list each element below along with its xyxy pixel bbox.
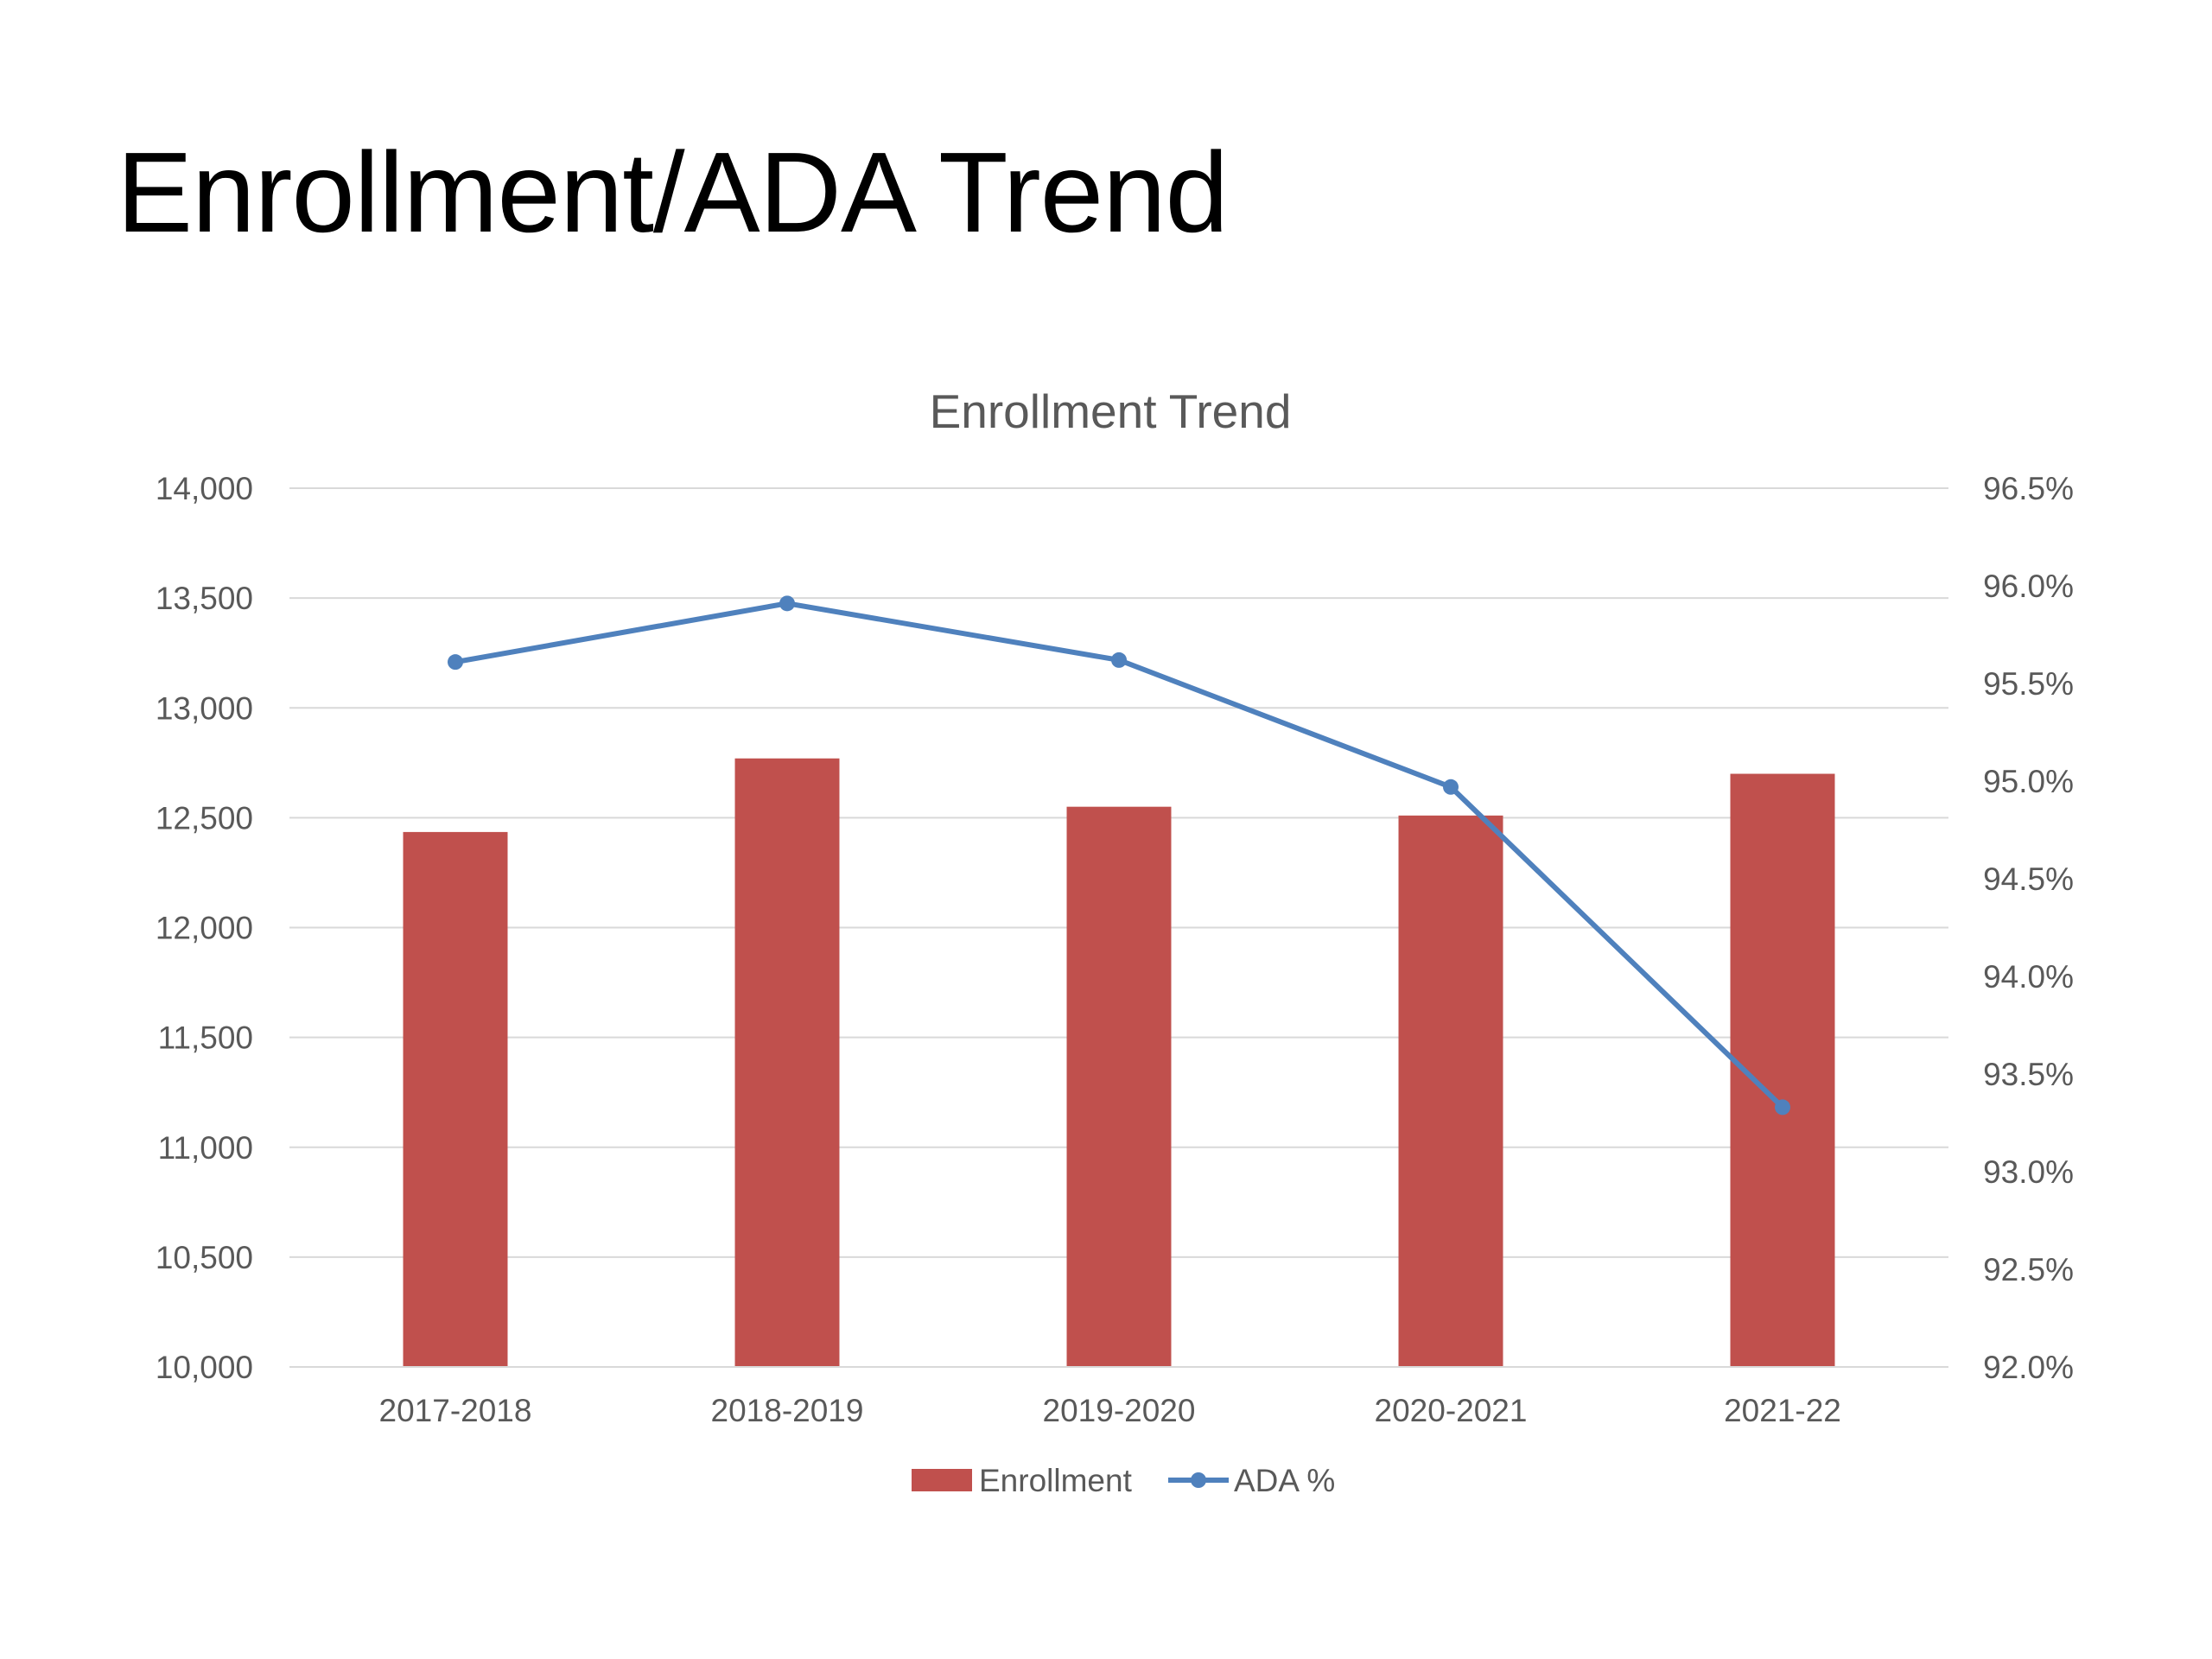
right-tick-label: 96.0% [1983,569,2074,604]
ada-marker [1111,652,1127,668]
left-tick-label: 14,000 [156,471,253,506]
legend: Enrollment ADA % [912,1463,1335,1498]
right-tick-label: 94.0% [1983,959,2074,995]
left-tick-label: 13,500 [156,581,253,616]
left-tick-label: 11,500 [158,1020,253,1056]
right-tick-label: 95.0% [1983,764,2074,799]
enrollment-bar [403,831,508,1367]
ada-marker [779,595,795,612]
enrollment-bar [1066,806,1172,1367]
right-tick-label: 92.5% [1983,1252,2074,1287]
left-tick-label: 10,500 [156,1240,253,1275]
enrollment-bars [403,758,1835,1367]
chart-title: Enrollment Trend [930,385,1292,438]
x-tick-label: 2021-22 [1724,1393,1841,1428]
right-axis-labels: 92.0% 92.5% 93.0% 93.5% 94.0% 94.5% 95.0% 95.5%… [1983,471,2074,1385]
slide-title: Enrollment/ADA Trend [117,129,1229,256]
left-tick-label: 11,000 [158,1130,253,1166]
left-axis-labels: 10,000 10,500 11,000 11,500 12,000 12,500 13,0… [156,471,253,1385]
legend-ada-marker [1191,1472,1206,1488]
enrollment-bar [734,758,840,1367]
ada-marker [448,654,463,671]
right-tick-label: 95.5% [1983,666,2074,702]
legend-enrollment-label: Enrollment [979,1463,1133,1498]
x-axis-labels: 2017-2018 2018-2019 2019-2020 2020-2021 2021… [289,1366,1948,1428]
right-tick-label: 93.5% [1983,1057,2074,1092]
ada-line [448,595,1790,1116]
right-tick-label: 93.0% [1983,1154,2074,1190]
legend-enrollment-swatch [912,1469,972,1491]
enrollment-bar [1398,815,1503,1367]
left-tick-label: 10,000 [156,1350,253,1385]
left-tick-label: 13,000 [156,690,253,726]
x-tick-label: 2017-2018 [379,1393,532,1428]
x-tick-label: 2020-2021 [1375,1393,1528,1428]
x-tick-label: 2018-2019 [711,1393,864,1428]
ada-marker [1443,779,1459,795]
x-tick-label: 2019-2020 [1043,1393,1196,1428]
left-tick-label: 12,000 [156,911,253,946]
right-tick-label: 94.5% [1983,861,2074,897]
legend-ada-label: ADA % [1234,1463,1335,1498]
left-tick-label: 12,500 [156,800,253,836]
right-tick-label: 92.0% [1983,1350,2074,1385]
ada-marker [1775,1099,1790,1116]
right-tick-label: 96.5% [1983,471,2074,506]
